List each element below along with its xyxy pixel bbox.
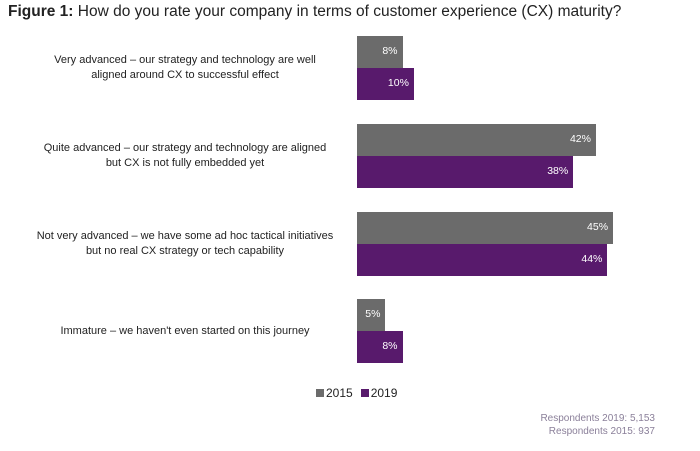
legend-swatch (316, 389, 324, 397)
bar-2015 (357, 299, 386, 331)
category-label-line: Immature – we haven't even started on th… (60, 324, 310, 337)
bar-2015 (357, 36, 403, 68)
category-label-line: but CX is not fully embedded yet (105, 157, 265, 169)
legend-swatch (360, 389, 369, 397)
data-label: 44% (581, 253, 603, 265)
figure-label: Figure 1: (8, 3, 74, 20)
bar-2019 (357, 244, 608, 276)
category-label: Quite advanced – our strategy and techno… (25, 141, 345, 171)
category-label-line: Not very advanced – we have some ad hoc … (36, 230, 334, 242)
respondents-2015: Respondents 2015: 937 (548, 426, 655, 437)
respondents-2019: Respondents 2019: 5,153 (540, 413, 655, 424)
legend-item-2015: 2015 (316, 386, 353, 400)
bar-2015 (357, 212, 614, 244)
category-label-line: but no real CX strategy or tech capabili… (85, 245, 285, 257)
legend-label: 2019 (370, 386, 398, 400)
title-text: How do you rate your company in terms of… (73, 3, 622, 20)
data-label: 5% (365, 308, 381, 320)
data-label: 45% (587, 221, 609, 233)
bar-2019 (357, 331, 403, 363)
category-label: Very advanced – our strategy and technol… (25, 53, 345, 83)
data-label: 10% (387, 77, 409, 89)
bar-2015 (357, 124, 596, 156)
category-label: Not very advanced – we have some ad hoc … (25, 229, 345, 259)
legend-label: 2015 (326, 386, 353, 400)
category-label-line: Very advanced – our strategy and technol… (54, 54, 316, 66)
category-label-line: aligned around CX to successful effect (91, 69, 279, 81)
category-label-line: Quite advanced – our strategy and techno… (43, 142, 327, 154)
legend: 2015 2019 (316, 386, 397, 400)
category-label: Immature – we haven't even started on th… (25, 324, 345, 339)
bar-2019 (357, 68, 414, 100)
chart-title: Figure 1: How do you rate your company i… (8, 3, 621, 21)
bar-2019 (357, 156, 574, 188)
data-label: 38% (547, 165, 569, 177)
data-label: 8% (382, 45, 398, 57)
data-label: 8% (382, 340, 398, 352)
data-label: 42% (569, 133, 591, 145)
legend-item-2019: 2019 (360, 386, 398, 400)
